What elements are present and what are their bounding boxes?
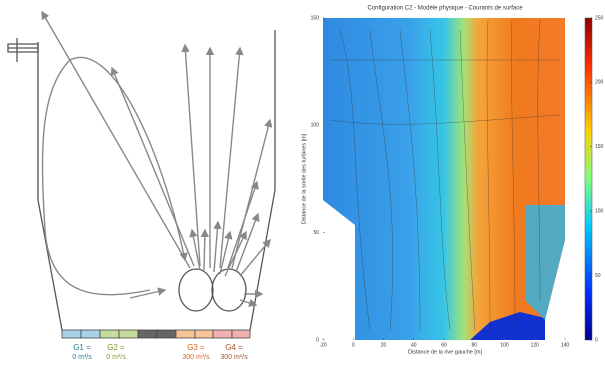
gate-cell bbox=[61, 329, 82, 339]
arrow bbox=[200, 228, 210, 271]
arrow bbox=[41, 10, 191, 269]
gate-name: G2 = bbox=[107, 343, 125, 352]
arrow bbox=[219, 46, 244, 269]
field bbox=[323, 18, 565, 340]
gate-flow: 300 m³/s bbox=[182, 354, 210, 361]
flow-arrows bbox=[41, 10, 273, 307]
arrow bbox=[189, 228, 201, 271]
gate-name: G3 = bbox=[187, 343, 205, 352]
y-tick-label: 100 bbox=[311, 123, 320, 129]
y-tick-label: 50 bbox=[313, 230, 319, 236]
gate-cell bbox=[80, 329, 101, 339]
arrow bbox=[181, 43, 201, 267]
y-axis-label: Distance de la sortie des turbines [m] bbox=[301, 133, 307, 224]
heat-low bbox=[470, 312, 545, 340]
gate-cell bbox=[175, 329, 196, 339]
colorbar-tick-label: 50 bbox=[595, 273, 601, 279]
gate-cell bbox=[137, 329, 158, 339]
y-tick-label: 150 bbox=[311, 15, 320, 21]
arrow bbox=[224, 230, 247, 277]
right-wall bbox=[249, 30, 276, 331]
x-tick-label: 120 bbox=[531, 342, 540, 348]
colorbar-tick-label: 150 bbox=[595, 144, 604, 150]
left-wall bbox=[37, 42, 63, 331]
arrow bbox=[213, 220, 222, 273]
x-axis-label: Distance de la rive gauche [m] bbox=[408, 349, 482, 355]
gate-flow: 0 m³/s bbox=[72, 354, 92, 361]
heat-low bbox=[525, 205, 565, 320]
schematic bbox=[7, 30, 276, 331]
gate-bar bbox=[61, 329, 251, 339]
heat-field bbox=[323, 18, 565, 340]
gate-cell bbox=[156, 329, 177, 339]
gate-cell bbox=[194, 329, 214, 339]
y-tick-label: 0 bbox=[316, 337, 319, 343]
gate-flow: 0 m³/s bbox=[106, 354, 126, 361]
axes: -20 0 20 40 60 80 100 120 1400501001500501001502… bbox=[311, 15, 604, 348]
x-tick-label: 80 bbox=[471, 342, 477, 348]
gate-cell bbox=[118, 329, 139, 339]
gate-cell bbox=[212, 329, 233, 339]
gate-flow: 300 m³/s bbox=[220, 354, 248, 361]
arrow bbox=[110, 66, 195, 267]
x-tick-label: 100 bbox=[500, 342, 509, 348]
gate-cell bbox=[231, 329, 251, 339]
colorbar-tick-label: 200 bbox=[595, 80, 604, 86]
gate-name: G4 = bbox=[225, 343, 243, 352]
x-tick-label: 20 bbox=[381, 342, 387, 348]
arrow bbox=[219, 230, 233, 275]
gate-name: G1 = bbox=[73, 343, 91, 352]
arrow bbox=[239, 298, 258, 307]
symbol bbox=[7, 38, 39, 62]
x-tick-label: 40 bbox=[411, 342, 417, 348]
arrow bbox=[129, 287, 167, 299]
arrow bbox=[239, 238, 271, 277]
x-tick-label: -20 bbox=[319, 342, 326, 348]
chart-title: Configuration C2 - Modèle physique - Cou… bbox=[367, 6, 523, 12]
colorbar bbox=[584, 17, 593, 341]
gate-labels: G1 = 0 m³/s G2 = 0 m³/s G3 = 300 m³/s G4 = 300 … bbox=[72, 343, 248, 361]
gate-cell bbox=[99, 329, 120, 339]
x-tick-label: 140 bbox=[561, 342, 570, 348]
loop-arrow bbox=[41, 56, 188, 296]
x-tick-label: 60 bbox=[441, 342, 447, 348]
arrow bbox=[235, 212, 260, 273]
colorbar-tick-label: 0 bbox=[595, 337, 598, 343]
colorbar-tick-label: 100 bbox=[595, 209, 604, 215]
streamlines bbox=[329, 19, 561, 331]
turbine bbox=[178, 268, 214, 312]
x-tick-label: 0 bbox=[352, 342, 355, 348]
arrow bbox=[231, 118, 273, 269]
colorbar-tick-label: 250 bbox=[595, 15, 604, 21]
